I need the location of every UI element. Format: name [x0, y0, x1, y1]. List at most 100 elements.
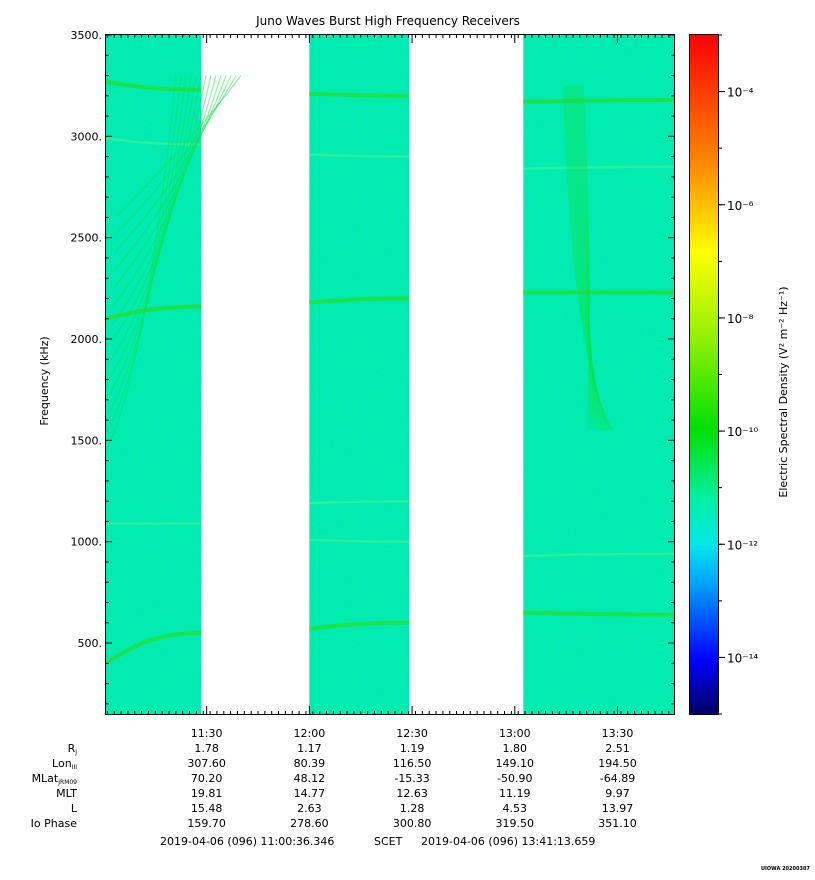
ephem-value: 159.70 — [187, 817, 226, 830]
footer-start-time: 2019-04-06 (096) 11:00:36.346 — [160, 835, 335, 848]
colorbar-tick-label: 10⁻¹⁴ — [727, 651, 758, 665]
x-tick-label: 12:30 — [396, 727, 428, 740]
colorbar-tick-label: 10⁻⁸ — [727, 312, 754, 326]
arc-line — [107, 75, 187, 415]
emission-arcs — [105, 75, 614, 451]
emission-band-1 — [105, 137, 202, 146]
arc-line — [107, 75, 192, 397]
emission-band-11 — [523, 97, 675, 104]
arc-line — [111, 75, 212, 325]
footer-end-time: 2019-04-06 (096) 13:41:13.659 — [421, 835, 596, 848]
x-tick-label: 13:00 — [499, 727, 531, 740]
chart-title: Juno Waves Burst High Frequency Receiver… — [255, 14, 520, 28]
emission-band-9 — [309, 538, 410, 543]
colorbar-tick-label: 10⁻⁴ — [727, 86, 754, 100]
emission-band-0 — [105, 79, 202, 92]
ephem-value: 1.28 — [399, 802, 425, 815]
ephem-value: 15.48 — [190, 802, 223, 815]
emission-band-10 — [309, 620, 410, 631]
x-tick-label: 11:30 — [191, 727, 223, 740]
y-tick-label: 3500. — [71, 29, 103, 42]
arc-line — [110, 75, 207, 343]
ephem-value: 11.19 — [499, 787, 531, 800]
ephem-label-r: RJ — [67, 742, 77, 756]
emission-band-14 — [523, 552, 675, 558]
ephem-label-mlt: MLT — [56, 787, 77, 800]
ephem-label-l: L — [70, 802, 77, 815]
arc-line — [108, 75, 197, 379]
arc-line — [582, 85, 590, 431]
arc-family-1 — [562, 85, 614, 431]
arc-line — [574, 85, 598, 431]
arc-line — [568, 85, 606, 431]
x-tick-label: 12:00 — [294, 727, 326, 740]
ephem-value: 307.60 — [187, 757, 226, 770]
emission-band-2 — [105, 304, 202, 321]
arc-line — [564, 85, 612, 431]
ephem-value: 116.50 — [392, 757, 432, 770]
arc-line — [571, 85, 602, 431]
emission-band-5 — [309, 91, 410, 98]
arc-line — [562, 85, 614, 431]
ephem-value: 319.50 — [495, 817, 535, 830]
arc-line — [570, 85, 604, 431]
ephem-value: 13.97 — [601, 802, 634, 815]
ephem-value: 300.80 — [392, 817, 432, 830]
x-tick-label: 13:30 — [602, 727, 634, 740]
segment-noise-1 — [309, 35, 410, 714]
arc-line — [115, 75, 242, 217]
y-tick-label: 3000. — [71, 130, 103, 143]
ephem-value: 1.78 — [194, 742, 219, 755]
ephem-value: -50.90 — [497, 772, 533, 785]
colorbar-tick-label: 10⁻¹² — [727, 538, 758, 552]
ephem-value: 1.17 — [297, 742, 322, 755]
y-axis: 500. 1000. 1500. 2000. 2500. 3000. 3500. — [71, 29, 674, 705]
ephem-label-lon: LonIII — [52, 757, 77, 771]
segment-noise-0 — [106, 35, 202, 714]
emission-band-7 — [309, 296, 410, 305]
arc-line — [573, 85, 600, 431]
emission-band-12 — [523, 165, 675, 171]
arc-line — [579, 85, 592, 431]
ephem-value: -64.89 — [599, 772, 636, 785]
y-axis-label: Frequency (kHz) — [38, 336, 51, 425]
ephem-label-mlat: MLatJRM09 — [31, 772, 77, 786]
arc-line — [109, 75, 202, 361]
arc-line — [567, 85, 608, 431]
ephem-label-io-phase: Io Phase — [30, 817, 77, 830]
x-axis: 11:30 12:00 12:30 13:00 13:30 — [106, 35, 670, 740]
arc-line — [580, 85, 591, 431]
arc-line — [565, 85, 610, 431]
arc-line — [114, 75, 232, 253]
colorbar-label: Electric Spectral Density (V² m⁻² Hz⁻¹) — [777, 286, 790, 497]
arc-line — [112, 75, 222, 289]
ephem-value: 1.80 — [502, 742, 528, 755]
uiowa-stamp: UIOWA 20200307 — [761, 866, 810, 872]
emission-bands — [104, 79, 675, 666]
ephem-value: 351.10 — [598, 817, 637, 830]
colorbar-tick-label: 10⁻⁶ — [727, 199, 754, 213]
ephem-value: 14.77 — [293, 787, 326, 800]
ephem-value: 1.19 — [399, 742, 425, 755]
emission-band-15 — [523, 610, 675, 617]
ephem-value: 9.97 — [605, 787, 630, 800]
arc-line — [113, 75, 227, 271]
y-tick-label: 500. — [78, 637, 103, 650]
ephem-value: 19.81 — [190, 787, 223, 800]
y-tick-label: 1000. — [71, 536, 103, 549]
ephem-value: 70.20 — [190, 772, 223, 785]
ephem-value: -15.33 — [394, 772, 430, 785]
ephem-value: 2.63 — [297, 802, 322, 815]
colorbar-tick-label: 10⁻¹⁰ — [727, 425, 758, 439]
ephem-value: 48.12 — [293, 772, 326, 785]
y-tick-label: 2500. — [71, 232, 103, 245]
arc-line — [105, 75, 177, 451]
ephem-value: 194.50 — [598, 757, 637, 770]
emission-band-3 — [104, 630, 202, 666]
ephem-value: 2.51 — [605, 742, 630, 755]
colorbar-axis: 10⁻¹⁴ 10⁻¹² 10⁻¹⁰ 10⁻⁸ 10⁻⁶ 10⁻⁴ — [719, 34, 758, 715]
ephem-value: 12.63 — [396, 787, 428, 800]
y-tick-label: 2000. — [71, 333, 103, 346]
arc-line — [106, 75, 182, 433]
